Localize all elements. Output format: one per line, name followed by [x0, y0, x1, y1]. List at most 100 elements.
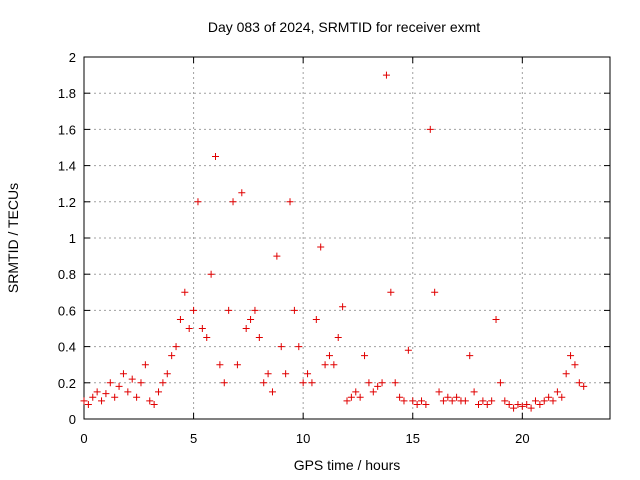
y-tick-label: 1.6	[58, 122, 76, 137]
data-point	[496, 379, 504, 387]
data-point	[466, 352, 474, 360]
data-point	[518, 402, 526, 410]
data-point	[400, 397, 408, 405]
data-point	[159, 379, 167, 387]
data-point	[260, 379, 268, 387]
data-point	[128, 375, 136, 383]
data-point	[273, 252, 281, 260]
data-point	[212, 153, 219, 161]
y-tick-label: 0	[69, 412, 76, 427]
data-point	[422, 401, 430, 409]
data-point	[238, 189, 246, 197]
x-tick-labels: 0 5 10 15 20	[80, 431, 529, 446]
data-point	[479, 397, 487, 405]
data-point	[361, 352, 369, 360]
data-point	[558, 393, 566, 401]
data-point	[475, 401, 482, 409]
data-point	[387, 288, 395, 296]
y-tick-label: 0.8	[58, 267, 76, 282]
data-point	[334, 334, 342, 342]
x-tick-label: 5	[190, 431, 197, 446]
data-point	[93, 388, 101, 396]
data-point	[89, 393, 97, 401]
data-point	[510, 404, 518, 412]
y-tick-labels: 0 0.2 0.4 0.6 0.8 1 1.2 1.4 1.6 1.8 2	[58, 50, 76, 427]
data-point	[299, 379, 307, 387]
x-axis-title: GPS time / hours	[294, 457, 401, 473]
data-point	[562, 370, 570, 378]
data-point	[264, 370, 272, 378]
data-point	[181, 288, 189, 296]
x-tick-label: 10	[296, 431, 310, 446]
data-point	[308, 379, 316, 387]
data-point	[545, 393, 553, 401]
data-point	[531, 397, 539, 405]
data-point	[444, 393, 452, 401]
data-point	[233, 361, 241, 369]
data-point	[435, 388, 443, 396]
data-point	[404, 346, 412, 354]
data-point	[304, 370, 312, 378]
data-point	[141, 361, 149, 369]
y-tick-label: 0.6	[58, 303, 76, 318]
data-point	[431, 288, 439, 296]
data-point	[378, 379, 386, 387]
data-point	[396, 393, 404, 401]
data-point	[163, 370, 171, 378]
data-point	[553, 388, 561, 396]
y-tick-label: 0.4	[58, 340, 76, 355]
data-point	[155, 388, 163, 396]
data-point	[505, 401, 513, 409]
data-point	[115, 382, 123, 390]
data-point	[365, 379, 373, 387]
data-point	[317, 243, 325, 251]
data-point	[413, 401, 421, 409]
data-point	[339, 303, 347, 311]
data-point	[540, 397, 548, 405]
data-point	[418, 397, 426, 405]
data-point	[168, 352, 176, 360]
data-point	[84, 401, 92, 409]
data-point	[106, 379, 114, 387]
data-point	[251, 306, 259, 314]
data-point	[453, 393, 461, 401]
data-point	[98, 397, 106, 405]
data-point	[580, 382, 588, 390]
data-point	[286, 198, 294, 206]
data-point	[382, 71, 390, 79]
y-axis-title: SRMTID / TECUs	[5, 183, 21, 293]
data-point	[325, 352, 333, 360]
data-point	[282, 370, 290, 378]
data-point	[571, 361, 579, 369]
data-point	[575, 379, 583, 387]
data-point	[225, 306, 233, 314]
data-point	[190, 306, 198, 314]
data-point	[330, 361, 338, 369]
data-point	[426, 125, 434, 133]
x-tick-label: 15	[406, 431, 420, 446]
data-point	[133, 393, 141, 401]
data-point	[514, 401, 522, 409]
y-tick-label: 2	[69, 50, 76, 65]
data-point	[470, 388, 478, 396]
data-point	[295, 343, 303, 351]
data-point	[216, 361, 224, 369]
data-point	[124, 388, 132, 396]
data-point	[176, 315, 184, 323]
data-point	[352, 388, 360, 396]
grid	[84, 57, 610, 419]
data-point	[321, 361, 329, 369]
data-point	[185, 325, 193, 332]
data-point	[356, 393, 364, 401]
data-point	[198, 325, 206, 332]
data-point	[268, 388, 276, 396]
data-point	[369, 388, 377, 396]
chart-title: Day 083 of 2024, SRMTID for receiver exm…	[208, 19, 480, 35]
data-point	[111, 393, 119, 401]
data-point	[527, 404, 535, 412]
axis-ticks	[83, 56, 610, 420]
data-point	[501, 397, 509, 405]
data-point	[347, 393, 355, 401]
data-point	[343, 397, 351, 405]
